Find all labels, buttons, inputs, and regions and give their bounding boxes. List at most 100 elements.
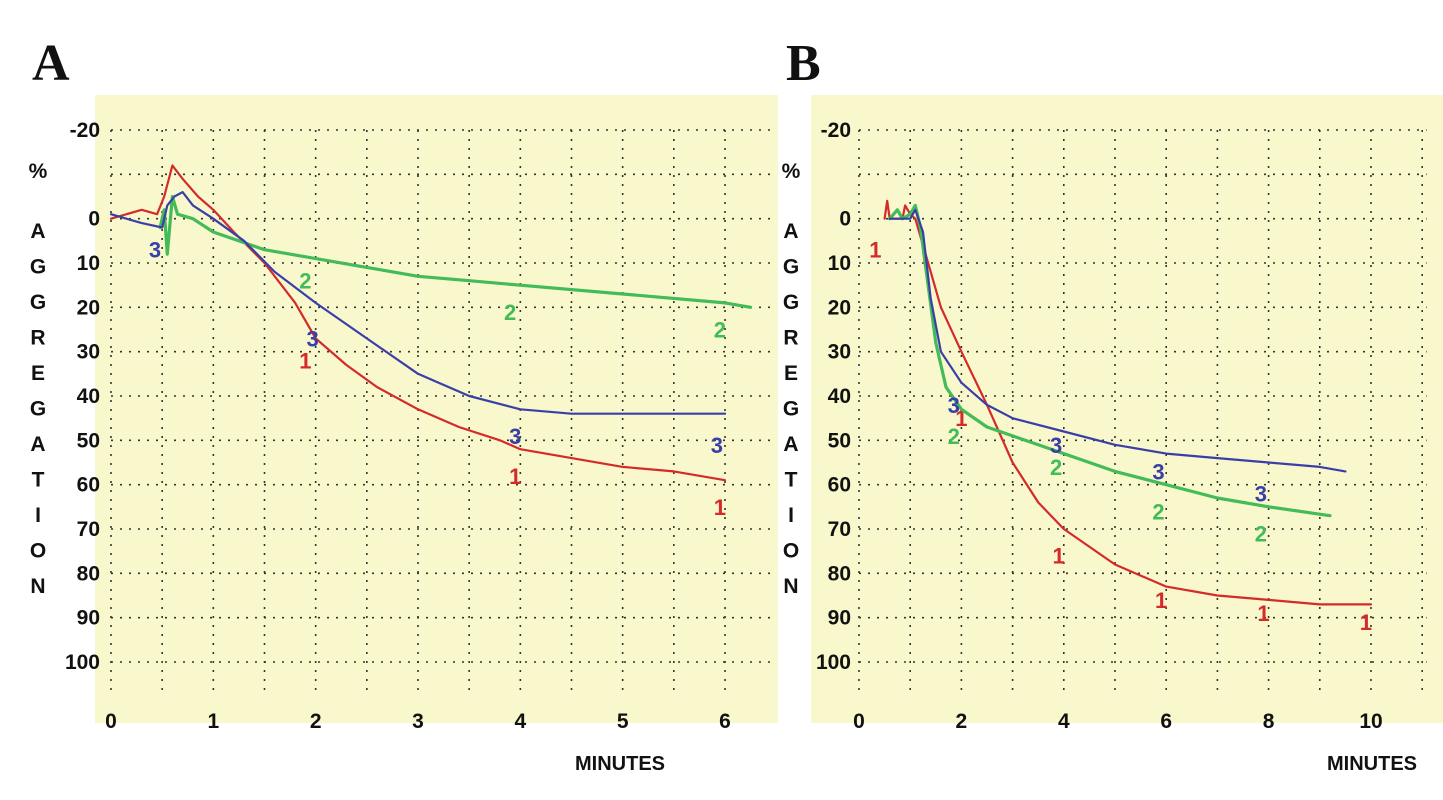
- series-marker-3: 3: [948, 393, 960, 418]
- y-tick-label: 20: [828, 296, 851, 319]
- y-tick-label: 100: [816, 651, 851, 674]
- plot-background: [811, 95, 1443, 723]
- series-2: 2 2 2 2: [888, 203, 1332, 546]
- x-tick-label: 6: [1160, 710, 1172, 733]
- series-marker-2: 2: [299, 269, 311, 294]
- y-axis-label-letter: G: [30, 398, 46, 421]
- y-tick-label: 60: [77, 474, 100, 497]
- y-axis-label-letter: G: [783, 398, 799, 421]
- series-marker-3: 3: [509, 424, 521, 449]
- x-tick-label: 0: [105, 710, 117, 733]
- series-marker-2: 2: [714, 318, 726, 343]
- y-tick-label: -20: [70, 119, 100, 142]
- y-axis-label-percent: %: [29, 160, 48, 183]
- y-tick-label: 80: [77, 562, 100, 585]
- y-axis-label-letter: T: [785, 469, 798, 492]
- y-axis-label-letter: E: [31, 362, 45, 385]
- y-axis-label-letter: G: [783, 291, 799, 314]
- y-tick-label: 0: [839, 208, 851, 231]
- y-tick-label: 10: [828, 252, 851, 275]
- series-3: 3 3 3 3: [109, 191, 727, 458]
- x-tick-label: 10: [1359, 710, 1382, 733]
- y-tick-label: 30: [828, 341, 851, 364]
- x-tick-label: 1: [207, 710, 219, 733]
- y-tick-label: 30: [77, 341, 100, 364]
- y-axis-label-letter: R: [783, 327, 798, 350]
- x-tick-label: 0: [853, 710, 865, 733]
- y-tick-label: 80: [828, 562, 851, 585]
- y-axis-label-letter: G: [783, 256, 799, 279]
- y-axis-label-letter: I: [35, 504, 41, 527]
- series-marker-3: 3: [1255, 482, 1267, 507]
- y-axis-label-letter: A: [30, 220, 45, 243]
- x-axis-label: MINUTES: [575, 753, 665, 775]
- series-marker-1: 1: [869, 238, 881, 263]
- panel-label: A: [32, 35, 70, 92]
- x-axis-label: MINUTES: [1327, 753, 1417, 775]
- y-tick-label: -20: [821, 119, 851, 142]
- y-tick-label: 90: [77, 607, 100, 630]
- series-marker-3: 3: [149, 238, 161, 263]
- y-tick-label: 40: [828, 385, 851, 408]
- series-marker-2: 2: [1255, 521, 1267, 546]
- y-axis-label-letter: N: [783, 575, 798, 598]
- series-marker-1: 1: [1155, 588, 1167, 613]
- series-marker-1: 1: [509, 464, 521, 489]
- plot-background: [95, 95, 778, 723]
- series-line-2: [158, 194, 753, 309]
- y-tick-label: 50: [77, 429, 100, 452]
- y-tick-label: 10: [77, 252, 100, 275]
- panel-label: B: [786, 35, 821, 92]
- series-1: 1 1 1: [109, 164, 727, 520]
- y-axis-label-letter: I: [788, 504, 794, 527]
- x-tick-label: 4: [514, 710, 526, 733]
- y-axis-label-letter: A: [30, 433, 45, 456]
- series-line-1: [109, 164, 727, 482]
- y-axis-label-letter: N: [30, 575, 45, 598]
- x-tick-label: 3: [412, 710, 424, 733]
- series-line-3: [888, 208, 1347, 473]
- y-tick-label: 60: [828, 474, 851, 497]
- y-axis-label-letter: G: [30, 256, 46, 279]
- series-marker-2: 2: [1050, 455, 1062, 480]
- series-marker-3: 3: [1050, 433, 1062, 458]
- y-tick-label: 0: [88, 208, 100, 231]
- series-marker-1: 1: [1053, 544, 1065, 569]
- y-tick-label: 70: [828, 518, 851, 541]
- y-tick-label: 50: [828, 429, 851, 452]
- y-axis-label-letter: A: [783, 433, 798, 456]
- series-line-3: [109, 191, 727, 415]
- series-3: 3 3 3 3: [888, 208, 1347, 507]
- y-axis-label-letter: G: [30, 291, 46, 314]
- series-marker-1: 1: [714, 495, 726, 520]
- y-tick-label: 90: [828, 607, 851, 630]
- x-tick-label: 2: [310, 710, 322, 733]
- y-axis-label-letter: R: [30, 327, 45, 350]
- series-marker-1: 1: [1360, 610, 1372, 635]
- x-tick-label: 6: [719, 710, 731, 733]
- series-marker-2: 2: [1152, 499, 1164, 524]
- y-axis-label-letter: T: [32, 469, 45, 492]
- y-tick-label: 100: [65, 651, 100, 674]
- x-tick-label: 8: [1263, 710, 1275, 733]
- series-marker-1: 1: [1257, 601, 1269, 626]
- y-axis-label-letter: E: [784, 362, 798, 385]
- x-tick-label: 2: [956, 710, 968, 733]
- y-axis-label-letter: O: [783, 540, 799, 563]
- series-marker-3: 3: [306, 326, 318, 351]
- series-2: 2 2 2: [158, 194, 753, 343]
- series-line-2: [888, 203, 1332, 518]
- x-tick-label: 4: [1058, 710, 1070, 733]
- y-axis-label-letter: O: [30, 540, 46, 563]
- y-tick-label: 70: [77, 518, 100, 541]
- series-marker-1: 1: [299, 349, 311, 374]
- y-axis-label-percent: %: [782, 160, 801, 183]
- series-marker-3: 3: [711, 433, 723, 458]
- x-tick-label: 5: [617, 710, 629, 733]
